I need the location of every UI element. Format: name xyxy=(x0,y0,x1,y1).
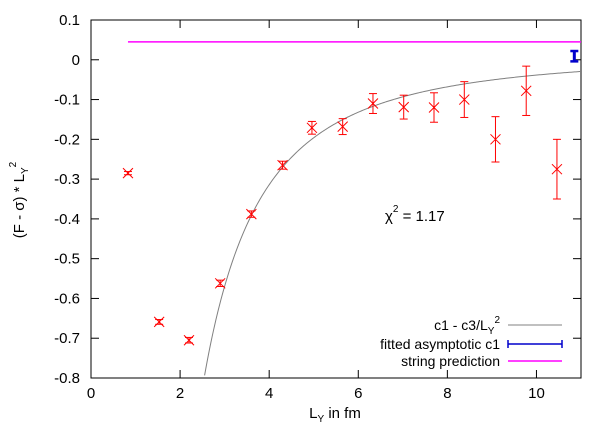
x-tick-label: 8 xyxy=(443,385,451,402)
data-point xyxy=(246,208,257,220)
legend-label-asymptote: fitted asymptotic c1 xyxy=(380,336,500,352)
point-marker xyxy=(337,121,349,132)
point-marker xyxy=(122,167,134,179)
y-tick-label: -0.2 xyxy=(54,131,80,148)
point-marker xyxy=(428,102,440,113)
x-tick-label: 6 xyxy=(354,385,362,402)
point-marker xyxy=(520,85,532,97)
y-tick-label: -0.3 xyxy=(54,171,80,188)
point-marker xyxy=(490,133,501,145)
fit-curve xyxy=(204,70,582,376)
point-marker xyxy=(306,122,318,134)
plot-frame xyxy=(90,19,582,379)
data-point xyxy=(306,120,318,135)
data-point xyxy=(490,116,501,163)
y-tick-label: -0.4 xyxy=(54,211,80,228)
y-tick-label: -0.6 xyxy=(54,290,80,307)
y-tick-label: 0 xyxy=(72,52,80,69)
data-point xyxy=(398,94,410,120)
data-point xyxy=(367,93,379,114)
x-tick-label: 10 xyxy=(528,385,545,402)
y-axis-label: (F - σ) * LY2 xyxy=(8,161,31,238)
point-marker xyxy=(458,94,470,105)
data-points-layer xyxy=(122,65,563,346)
x-axis-label: LY in fm xyxy=(309,405,361,425)
chi-squared-annotation: χ2 = 1.17 xyxy=(385,204,445,225)
point-marker xyxy=(398,101,410,113)
data-point xyxy=(214,277,226,289)
x-tick-label: 2 xyxy=(176,385,184,402)
data-point xyxy=(183,334,195,346)
legend-swatch-asymptote xyxy=(507,340,563,348)
data-point xyxy=(153,316,165,328)
point-marker xyxy=(277,159,288,171)
data-point xyxy=(551,138,563,200)
x-tick-label: 0 xyxy=(87,385,95,402)
legend: c1 - c3/LY2 fitted asymptotic c1 string … xyxy=(380,315,563,369)
fit-curve-layer xyxy=(204,70,582,376)
tick-marks xyxy=(90,19,581,379)
data-point xyxy=(428,92,440,123)
point-marker xyxy=(246,208,257,220)
point-marker xyxy=(551,163,563,175)
x-tick-label: 4 xyxy=(265,385,273,402)
y-tick-label: -0.8 xyxy=(54,370,80,387)
legend-label-fit: c1 - c3/LY2 xyxy=(434,315,500,337)
point-marker xyxy=(153,316,165,328)
data-point xyxy=(122,167,134,179)
y-tick-label: -0.5 xyxy=(54,251,80,268)
data-point xyxy=(337,118,349,136)
point-marker xyxy=(183,334,195,346)
point-marker xyxy=(367,98,379,109)
y-tick-label: 0.1 xyxy=(59,12,80,29)
data-point xyxy=(458,81,470,118)
asymptote-point-layer xyxy=(570,49,579,63)
point-marker xyxy=(214,277,226,289)
data-point xyxy=(277,159,288,171)
data-point xyxy=(520,65,532,116)
legend-label-string: string prediction xyxy=(401,353,500,369)
y-tick-label: -0.7 xyxy=(54,330,80,347)
y-tick-labels: 0.1 0 -0.1 -0.2 -0.3 -0.4 -0.5 -0.6 -0.7 -0.8 xyxy=(54,12,80,387)
x-tick-labels: 0 2 4 6 8 10 xyxy=(87,385,545,402)
y-tick-label: -0.1 xyxy=(54,92,80,109)
